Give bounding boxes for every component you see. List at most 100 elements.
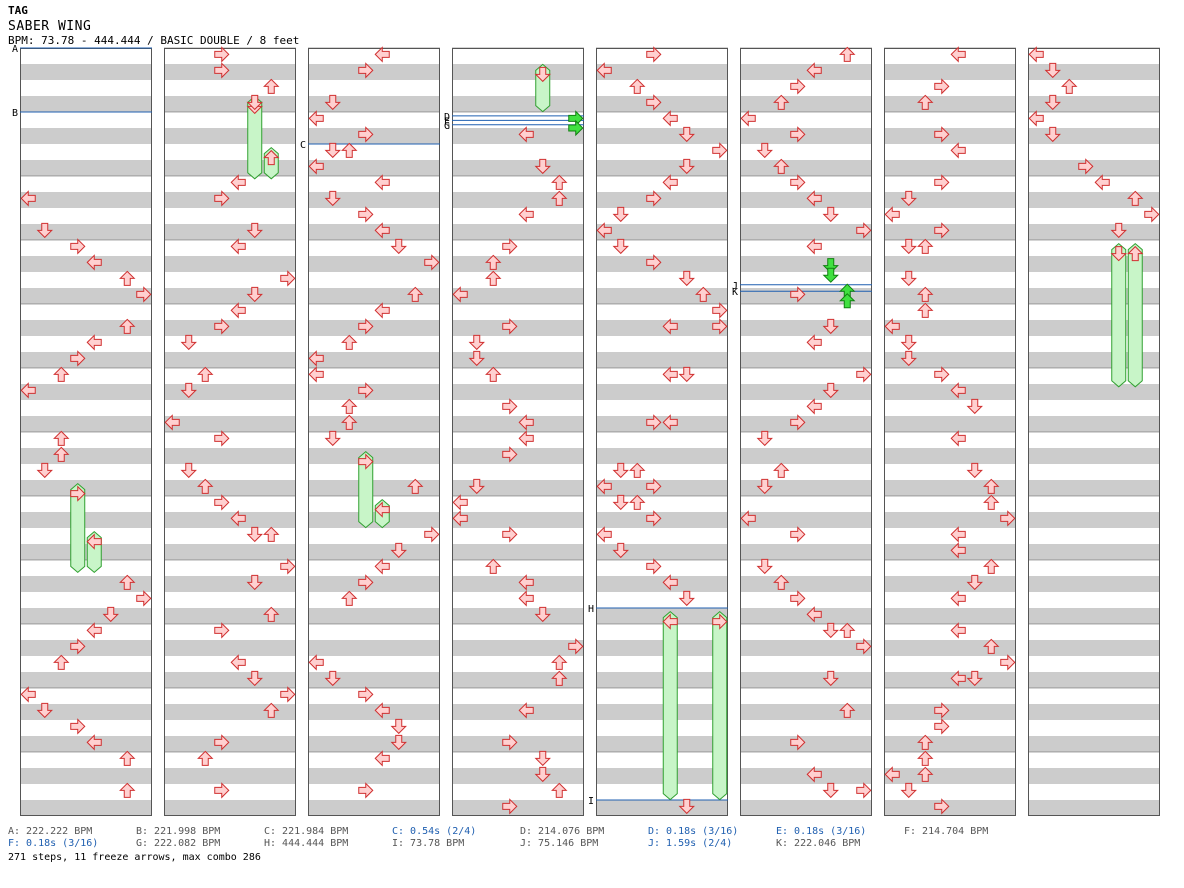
- freeze-arrow: [70, 482, 86, 574]
- step-arrow: [773, 94, 790, 110]
- step-arrow: [246, 222, 263, 239]
- beat-stripe: [884, 192, 1016, 208]
- beat-stripe: [740, 224, 872, 240]
- step-arrow: [596, 478, 612, 495]
- step-arrow: [324, 94, 341, 111]
- step-arrow: [214, 622, 230, 639]
- beat-stripe: [164, 96, 296, 112]
- step-arrow: [136, 286, 152, 303]
- step-arrow: [119, 782, 136, 798]
- step-arrow: [424, 254, 440, 271]
- freeze-arrow: [1111, 242, 1127, 388]
- step-arrow: [966, 670, 983, 687]
- step-arrow: [551, 190, 568, 206]
- step-arrow: [646, 190, 662, 207]
- column-border: [884, 48, 1016, 816]
- beat-stripe: [452, 352, 584, 368]
- beat-stripe: [740, 288, 872, 304]
- step-arrow: [856, 782, 872, 799]
- beat-stripe: [308, 608, 440, 624]
- step-arrow: [374, 174, 390, 191]
- step-arrow: [518, 702, 534, 719]
- legend-entry: F: 214.704 BPM: [904, 826, 989, 837]
- beat-stripe: [596, 480, 728, 496]
- step-arrow: [934, 174, 950, 191]
- step-arrow: [695, 286, 712, 302]
- step-arrow: [806, 62, 822, 79]
- step-arrow: [308, 158, 324, 175]
- beat-stripe: [164, 128, 296, 144]
- beat-stripe: [740, 256, 872, 272]
- beat-stripe: [20, 640, 152, 656]
- legend-entry: A: 222.222 BPM: [8, 826, 93, 837]
- step-arrow: [36, 462, 53, 479]
- freeze-head-arrow: [1127, 245, 1144, 262]
- step-arrow: [214, 494, 230, 511]
- legend-entry: D: 214.076 BPM: [520, 826, 605, 837]
- beat-stripe: [1028, 160, 1160, 176]
- chart-column-7: [884, 47, 1016, 816]
- beat-stripe: [308, 736, 440, 752]
- step-arrow: [502, 446, 518, 463]
- beat-stripe: [164, 480, 296, 496]
- step-arrow: [452, 494, 468, 511]
- step-arrow: [551, 782, 568, 798]
- step-arrow: [790, 174, 806, 191]
- step-arrow: [822, 670, 839, 687]
- marker-label-d: D: [444, 112, 450, 123]
- step-arrow: [246, 526, 263, 543]
- legend-entry: K: 222.046 BPM: [776, 838, 861, 849]
- chart-column-4: [452, 47, 584, 816]
- beat-stripe: [884, 288, 1016, 304]
- step-arrow: [740, 110, 756, 127]
- beat-stripe: [20, 192, 152, 208]
- beat-stripe: [452, 768, 584, 784]
- beat-stripe: [740, 128, 872, 144]
- beat-stripe: [740, 544, 872, 560]
- step-arrow: [374, 222, 390, 239]
- step-arrow: [70, 638, 86, 655]
- freeze-head-arrow: [534, 66, 551, 83]
- beat-stripe: [884, 448, 1016, 464]
- step-arrow: [214, 190, 230, 207]
- step-arrow: [822, 622, 839, 639]
- step-arrow: [568, 638, 584, 655]
- beat-stripe: [452, 608, 584, 624]
- beat-stripe: [20, 256, 152, 272]
- beat-stripe: [1028, 768, 1160, 784]
- beat-stripe: [1028, 288, 1160, 304]
- step-arrow: [246, 94, 263, 111]
- beat-stripe: [164, 768, 296, 784]
- step-arrow: [263, 526, 280, 542]
- step-arrow: [1127, 190, 1144, 206]
- beat-stripe: [20, 352, 152, 368]
- step-arrow: [263, 702, 280, 718]
- step-arrow: [36, 702, 53, 719]
- beat-stripe: [164, 608, 296, 624]
- step-arrow: [136, 590, 152, 607]
- step-arrow: [934, 718, 950, 735]
- beat-stripe: [884, 352, 1016, 368]
- step-arrow: [20, 190, 36, 207]
- beat-stripe: [596, 736, 728, 752]
- step-arrow: [934, 366, 950, 383]
- step-arrow: [70, 238, 86, 255]
- step-arrow: [214, 782, 230, 799]
- beat-stripe: [308, 704, 440, 720]
- beat-stripe: [308, 288, 440, 304]
- marker-label-e: E: [444, 116, 450, 127]
- step-arrow: [197, 478, 214, 494]
- chart-summary: 271 steps, 11 freeze arrows, max combo 2…: [8, 852, 261, 863]
- step-arrow: [551, 174, 568, 190]
- beat-stripe: [596, 704, 728, 720]
- step-arrow: [308, 366, 324, 383]
- beat-stripe: [164, 160, 296, 176]
- beat-stripe: [884, 384, 1016, 400]
- step-arrow: [839, 46, 856, 62]
- step-arrow: [119, 750, 136, 766]
- step-arrow: [452, 286, 468, 303]
- beat-stripe: [20, 160, 152, 176]
- step-arrow: [806, 398, 822, 415]
- green-step-arrow: [568, 119, 584, 137]
- step-arrow: [197, 366, 214, 382]
